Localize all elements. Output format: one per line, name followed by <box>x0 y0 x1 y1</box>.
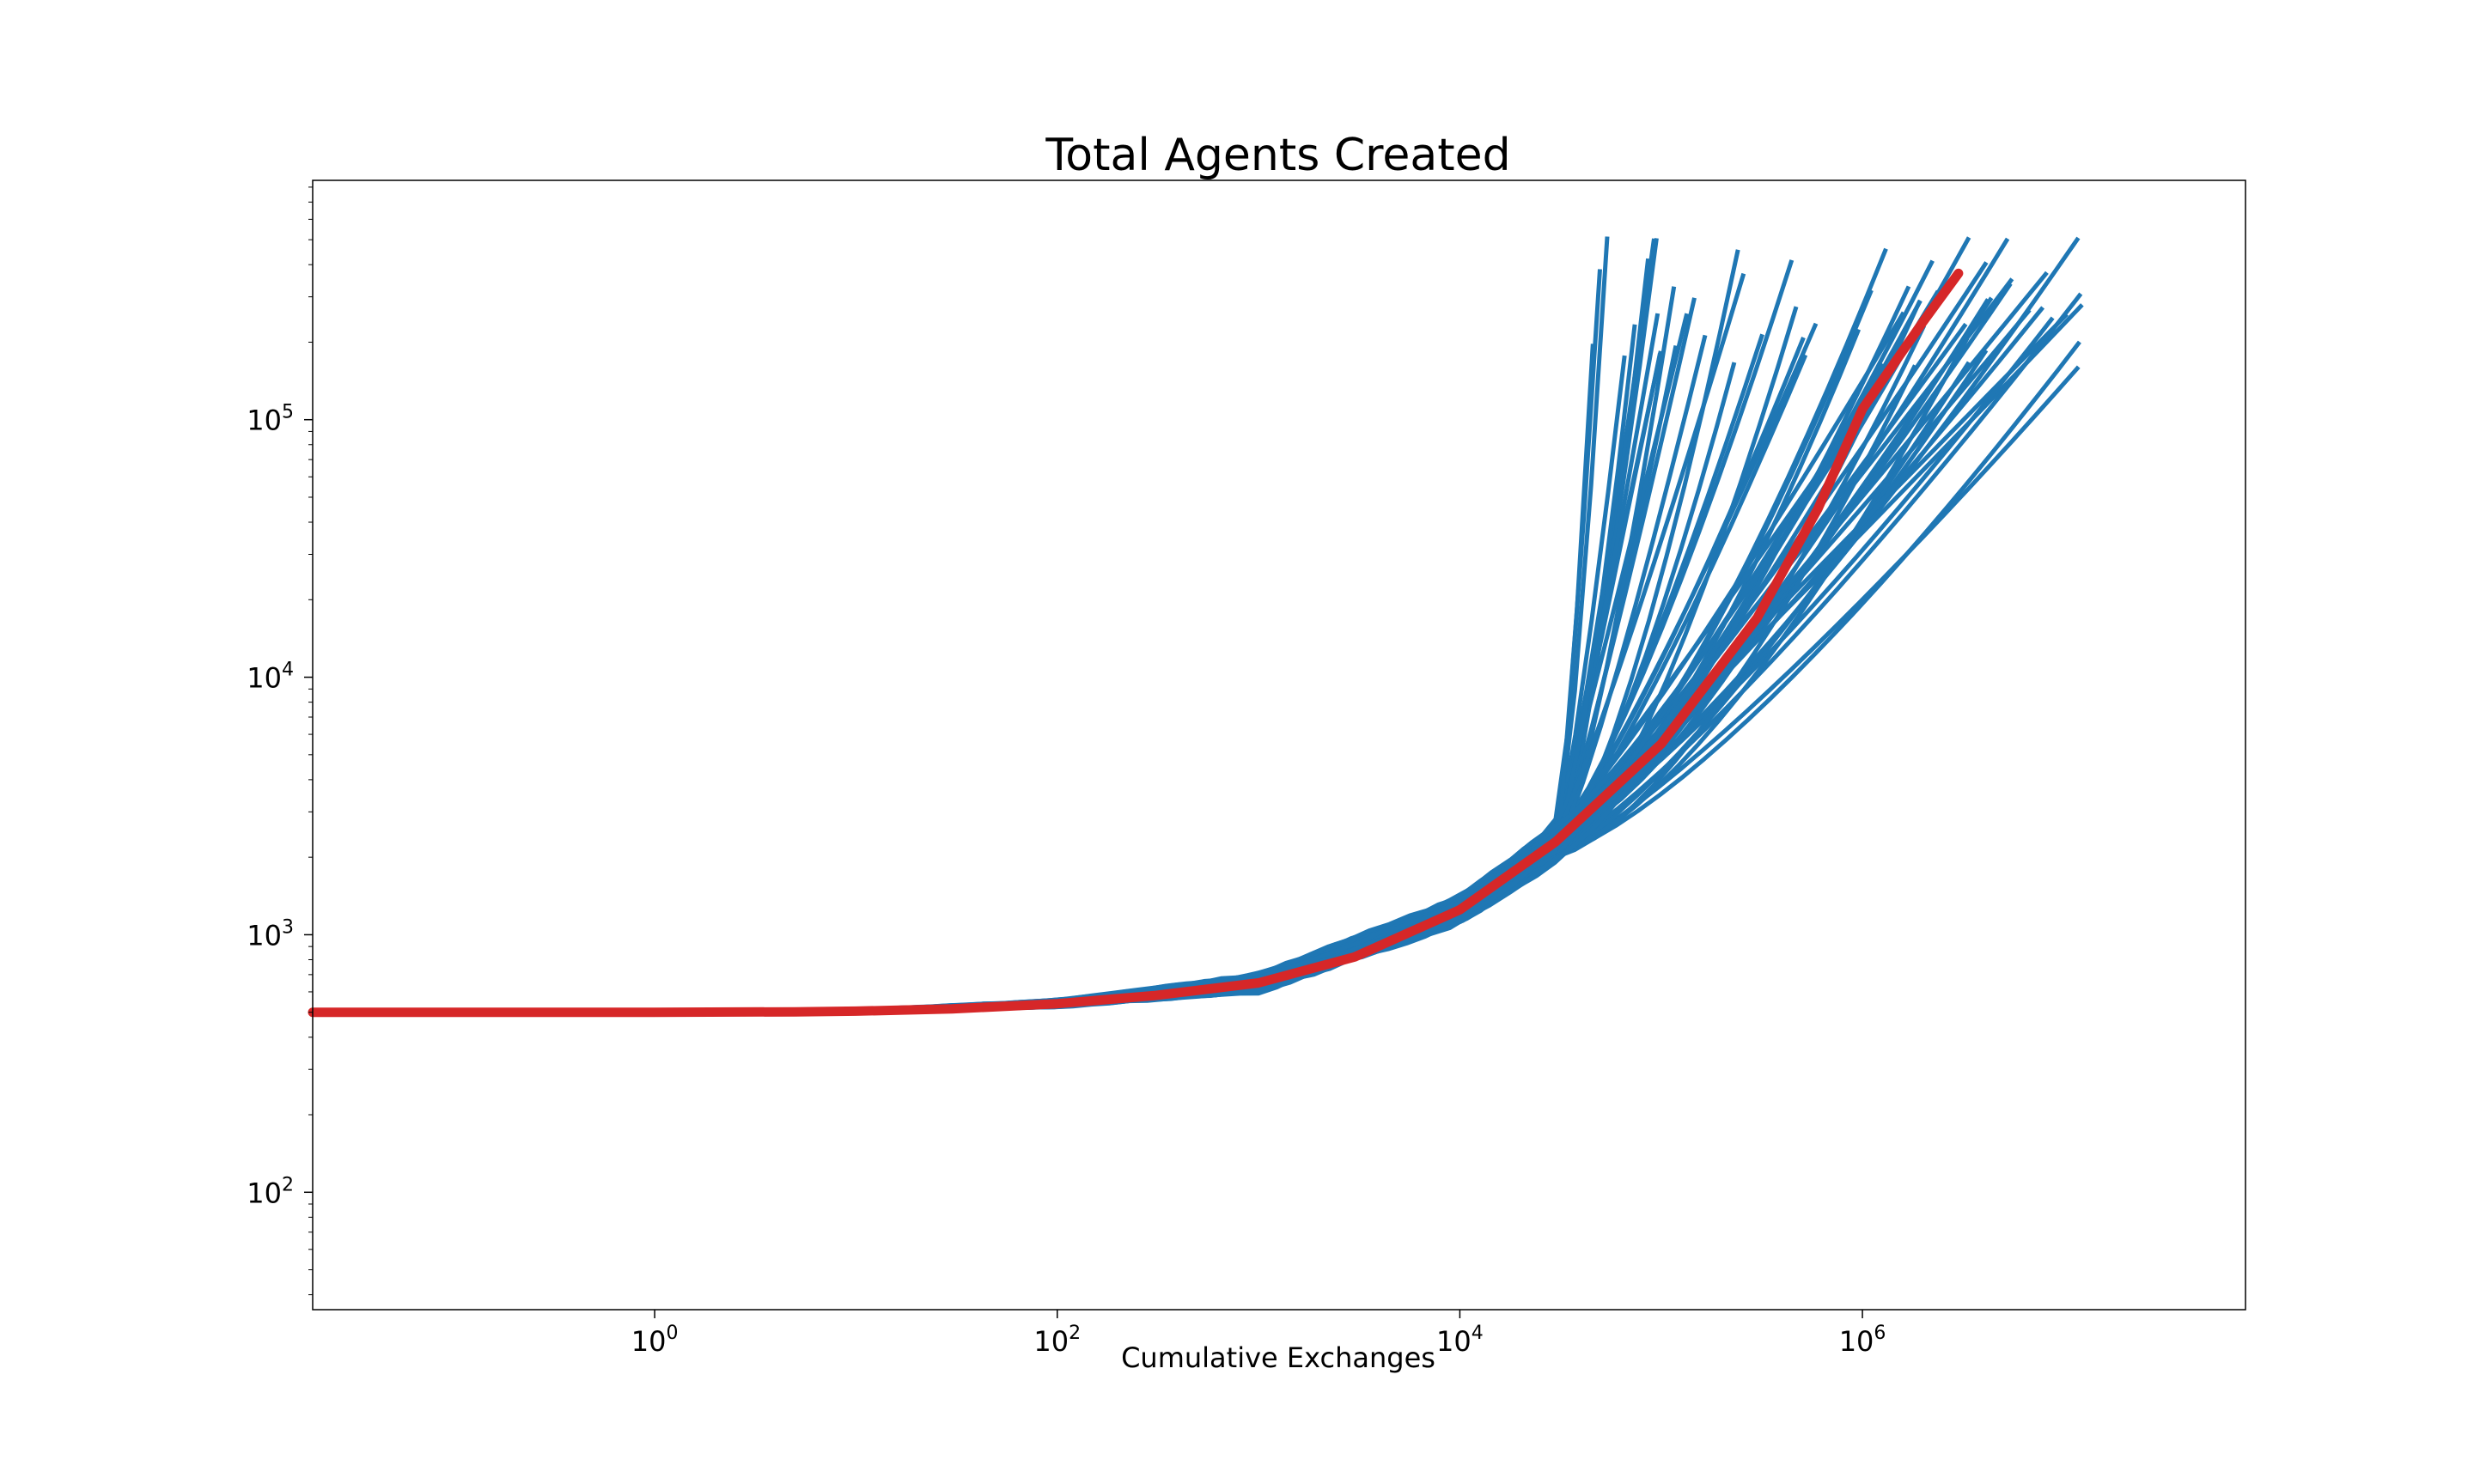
run-series-line <box>313 236 2081 1015</box>
run-series-line <box>313 340 2081 1015</box>
mean-series-line <box>308 268 1964 1018</box>
y-axis: 102 103 104 105 <box>247 186 313 1296</box>
run-series-line <box>313 362 1737 1015</box>
run-series-line <box>313 306 2045 1015</box>
x-tick-label: 102 <box>1033 1323 1081 1358</box>
y-tick-label: 105 <box>247 402 294 437</box>
run-series-line <box>313 269 1602 1015</box>
run-series-line <box>313 259 1795 1015</box>
x-axis: 100 102 104 106 <box>631 1310 1886 1358</box>
run-series-line <box>313 285 1911 1015</box>
run-series-line <box>313 344 1595 1015</box>
plot-frame <box>312 179 2246 1311</box>
run-series-line <box>313 334 1708 1015</box>
x-axis-label: Cumulative Exchanges <box>1121 1341 1435 1374</box>
x-tick-label: 106 <box>1839 1323 1886 1358</box>
y-tick-label: 104 <box>247 660 294 695</box>
run-series-line <box>313 316 2055 1015</box>
run-series-line <box>313 333 1764 1015</box>
run-series-line <box>313 337 1806 1015</box>
x-tick-label: 104 <box>1436 1323 1484 1358</box>
run-series-line <box>313 299 1923 1015</box>
chart-title: Total Agents Created <box>1045 130 1510 181</box>
mean-series-group <box>308 268 1964 1018</box>
run-series-line <box>313 272 1746 1015</box>
y-tick-label: 102 <box>247 1174 294 1209</box>
run-series-line <box>313 236 1610 1015</box>
x-tick-label: 100 <box>631 1323 679 1358</box>
y-tick-label: 103 <box>247 916 294 952</box>
run-series-line <box>313 249 1740 1015</box>
run-series-line <box>313 300 1923 1015</box>
run-series-group <box>313 236 2084 1015</box>
run-series-line <box>313 261 1989 1015</box>
run-series-line <box>313 289 1941 1015</box>
run-series-line <box>313 259 1935 1015</box>
